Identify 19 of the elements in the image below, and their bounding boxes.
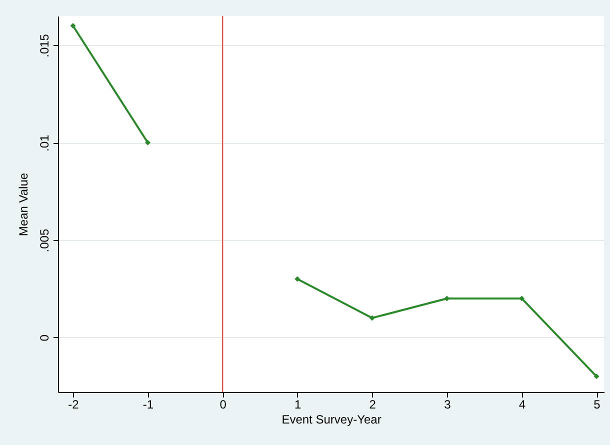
point	[369, 315, 375, 321]
y-tick-label: .015	[38, 34, 52, 58]
x-tick-label: 4	[518, 398, 526, 412]
x-tick-label: 1	[294, 398, 302, 412]
y-axis-title: Mean Value	[16, 172, 30, 236]
point	[294, 276, 300, 282]
x-axis-title: Event Survey-Year	[282, 412, 382, 426]
y-tick-label: .005	[38, 228, 52, 252]
y-tick-label: .01	[38, 134, 52, 152]
x-tick-label: -2	[68, 398, 80, 412]
point	[594, 374, 600, 380]
x-tick-label: -1	[142, 398, 154, 412]
x-tick-label: 2	[369, 398, 376, 412]
y-tick-label: 0	[38, 334, 52, 342]
x-tick-label: 5	[594, 398, 601, 412]
point	[145, 140, 150, 146]
x-tick-label: 0	[220, 398, 227, 412]
x-tick-label: 3	[444, 398, 452, 412]
point	[70, 23, 76, 28]
